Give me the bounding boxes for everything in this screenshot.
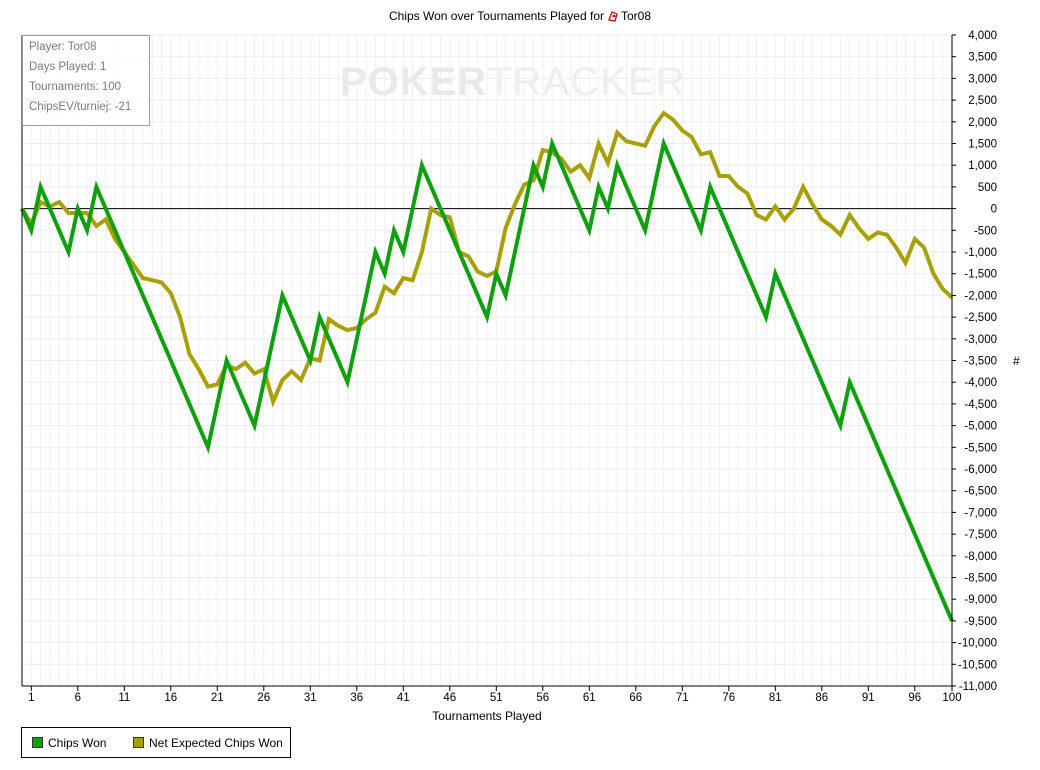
y-tick-label: -5,500: [964, 442, 997, 454]
y-tick-label: -4,000: [964, 377, 997, 389]
stat-player: Player: Tor08: [29, 41, 97, 53]
title-player: Tor08: [620, 9, 652, 23]
y-tick-label: -6,500: [964, 486, 997, 498]
y-tick-label: 0: [991, 204, 997, 216]
y-tick-labels: -11,000 -10,500 -10,000 -9,500 -9,000 -8,500 -…: [952, 30, 997, 693]
x-tick-label: 61: [583, 692, 596, 704]
y-tick-label: -10,000: [958, 638, 997, 650]
legend[interactable]: Chips Won Net Expected Chips Won: [21, 727, 291, 758]
y-tick-label: -3,000: [964, 334, 997, 346]
x-tick-label: 86: [815, 692, 828, 704]
y-tick-label: -1,000: [964, 247, 997, 259]
x-tick-label: 76: [722, 692, 735, 704]
y-tick-label: 3,000: [968, 73, 997, 85]
y-tick-label: 3,500: [968, 52, 997, 64]
y-tick-label: -8,000: [964, 551, 997, 563]
y-tick-label: -8,500: [964, 573, 997, 585]
x-tick-label: 11: [118, 692, 130, 704]
x-tick-label: 96: [908, 692, 921, 704]
x-tick-label: 1: [28, 692, 34, 704]
x-tick-label: 71: [676, 692, 689, 704]
x-tick-label: 51: [490, 692, 503, 704]
stat-tournaments: Tournaments: 100: [29, 81, 122, 93]
x-tick-label: 16: [164, 692, 177, 704]
y-tick-label: 1,500: [968, 139, 997, 151]
x-tick-label: 36: [350, 692, 363, 704]
x-tick-label: 6: [75, 692, 81, 704]
y-tick-label: 2,500: [968, 95, 997, 107]
y-tick-label: -9,500: [964, 616, 997, 628]
series-line-net-expected-chips-won: [20, 110, 954, 408]
legend-swatch-chips-won: [32, 737, 43, 748]
y-tick-label: 1,000: [968, 160, 997, 172]
y-tick-label: -5,000: [964, 421, 997, 433]
y-tick-label: 500: [978, 182, 997, 194]
y-tick-label: -10,500: [958, 659, 997, 671]
x-tick-labels: 1 6 11 16 21 26 31 36 41 46 51 56 61 66 71 76 81 86 91 96 10…: [28, 686, 962, 704]
title-prefix: Chips Won over Tournaments Played for: [388, 9, 604, 23]
x-axis-label: Tournaments Played: [432, 709, 542, 723]
series-lines: [20, 110, 954, 622]
y-tick-label: -7,000: [964, 507, 997, 519]
stat-chips-ev: ChipsEV/turniej: -21: [29, 101, 132, 113]
y-tick-label: -2,500: [964, 312, 997, 324]
y-tick-label: -9,000: [964, 594, 997, 606]
legend-item-net-expected[interactable]: Net Expected Chips Won: [133, 736, 283, 750]
y-tick-label: 2,000: [968, 117, 997, 129]
x-tick-label: 26: [257, 692, 270, 704]
x-tick-label: 56: [536, 692, 549, 704]
series-line-chips-won: [20, 136, 954, 622]
x-tick-label: 41: [397, 692, 410, 704]
y-axis-label: #: [1013, 354, 1020, 368]
player-site-icon: [608, 11, 618, 22]
y-tick-label: -7,500: [964, 529, 997, 541]
x-tick-label: 66: [629, 692, 642, 704]
pokertracker-watermark-logo: POKERTRACKER: [340, 60, 686, 104]
x-tick-label: 46: [443, 692, 456, 704]
y-tick-label: -2,000: [964, 290, 997, 302]
y-tick-label: -1,500: [964, 269, 997, 281]
legend-item-chips-won[interactable]: Chips Won: [32, 736, 106, 750]
x-tick-label: 100: [942, 692, 961, 704]
y-tick-label: -6,000: [964, 464, 997, 476]
y-tick-label: -11,000: [959, 681, 997, 693]
chart-title: Chips Won over Tournaments Played for Tor…: [0, 9, 1040, 23]
y-tick-label: 4,000: [968, 30, 997, 42]
y-tick-label: -4,500: [964, 399, 997, 411]
x-tick-label: 21: [211, 692, 224, 704]
player-stats-box: Player: Tor08 Days Played: 1 Tournaments…: [22, 35, 150, 126]
y-tick-label: -3,500: [964, 356, 997, 368]
y-tick-label: -500: [974, 225, 997, 237]
x-tick-label: 31: [304, 692, 317, 704]
x-tick-label: 91: [862, 692, 875, 704]
x-tick-label: 81: [769, 692, 782, 704]
stat-days-played: Days Played: 1: [29, 61, 107, 73]
legend-swatch-net-expected: [133, 737, 144, 748]
